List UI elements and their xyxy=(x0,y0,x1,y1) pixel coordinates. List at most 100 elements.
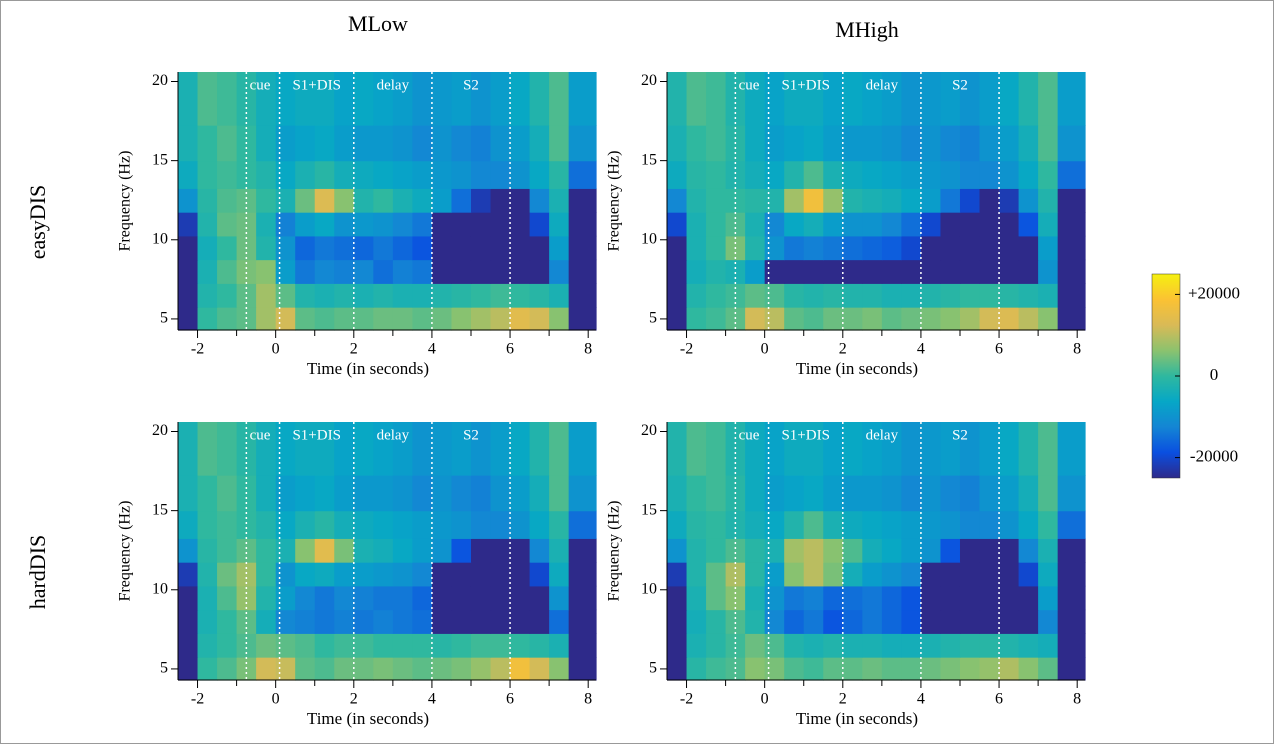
cell xyxy=(920,259,942,284)
cell xyxy=(197,585,218,611)
cell xyxy=(1018,125,1039,162)
cell xyxy=(568,259,597,284)
cell xyxy=(764,633,785,658)
cell xyxy=(999,125,1020,162)
cell xyxy=(178,510,199,539)
cell xyxy=(901,475,922,512)
cell xyxy=(275,657,296,681)
cell xyxy=(392,212,413,237)
cell xyxy=(1038,609,1059,634)
cell xyxy=(803,212,824,237)
cell xyxy=(764,125,785,162)
colorbar-tick-label: 0 xyxy=(1210,365,1219,384)
cell xyxy=(412,125,433,162)
cell xyxy=(881,510,902,539)
cell xyxy=(373,422,394,476)
cell xyxy=(706,422,727,476)
cell xyxy=(1038,235,1059,261)
cell xyxy=(979,633,1000,658)
cell xyxy=(217,475,238,512)
cell xyxy=(1018,562,1039,587)
cell xyxy=(842,283,863,308)
cell xyxy=(470,160,492,189)
cell xyxy=(862,585,883,611)
cell xyxy=(510,510,531,539)
cell xyxy=(236,538,257,563)
cell xyxy=(470,510,492,539)
cell xyxy=(920,307,942,331)
cell xyxy=(979,538,1000,563)
cell xyxy=(256,585,277,611)
cell xyxy=(178,585,199,611)
cell xyxy=(236,188,257,213)
cell xyxy=(470,475,492,512)
cell xyxy=(1018,538,1039,563)
cell xyxy=(1057,160,1086,189)
cell xyxy=(725,562,746,587)
annotation: S1+DIS xyxy=(292,77,340,93)
cell xyxy=(862,188,883,213)
cell xyxy=(295,510,316,539)
cell xyxy=(353,562,374,587)
cell xyxy=(862,633,883,658)
cell xyxy=(881,657,902,681)
cell xyxy=(295,609,316,634)
cell xyxy=(920,633,942,658)
cell xyxy=(275,609,296,634)
cell xyxy=(490,188,511,213)
x-tick-label: 2 xyxy=(839,341,847,358)
cell xyxy=(275,72,296,126)
cell xyxy=(940,307,961,331)
cell xyxy=(1018,510,1039,539)
y-tick-label: 20 xyxy=(152,72,168,89)
cell xyxy=(412,609,433,634)
cell xyxy=(314,633,335,658)
heatmap xyxy=(667,422,1086,681)
cell xyxy=(334,538,355,563)
cell xyxy=(549,160,570,189)
cell xyxy=(784,259,805,284)
cell xyxy=(236,283,257,308)
cell xyxy=(470,422,492,476)
cell xyxy=(217,125,238,162)
cell xyxy=(959,307,981,331)
y-tick-label: 5 xyxy=(649,660,657,677)
cell xyxy=(431,283,453,308)
cell xyxy=(549,72,570,126)
cell xyxy=(686,72,707,126)
cell xyxy=(959,212,981,237)
cell xyxy=(1018,235,1039,261)
cell xyxy=(725,212,746,237)
annotation: S1+DIS xyxy=(292,427,340,443)
cell xyxy=(373,212,394,237)
cell xyxy=(1038,657,1059,681)
cell xyxy=(959,609,981,634)
y-axis-label: Frequency (Hz) xyxy=(606,151,623,252)
y-tick-label: 5 xyxy=(649,310,657,327)
cell xyxy=(568,125,597,162)
cell xyxy=(667,657,688,681)
cell xyxy=(881,307,902,331)
cell xyxy=(881,72,902,126)
cell xyxy=(470,657,492,681)
cell xyxy=(314,422,335,476)
cell xyxy=(314,475,335,512)
cell xyxy=(745,125,766,162)
cell xyxy=(470,538,492,563)
row-title: hardDIS xyxy=(25,535,50,610)
cell xyxy=(451,188,472,213)
cell xyxy=(549,562,570,587)
cell xyxy=(764,422,785,476)
cell xyxy=(764,72,785,126)
cell xyxy=(901,259,922,284)
cell xyxy=(686,235,707,261)
cell xyxy=(959,160,981,189)
cell xyxy=(295,475,316,512)
cell xyxy=(1038,422,1059,476)
cell xyxy=(256,657,277,681)
cell xyxy=(842,160,863,189)
cell xyxy=(667,212,688,237)
cell xyxy=(529,510,550,539)
annotation: delay xyxy=(377,427,410,443)
cell xyxy=(510,125,531,162)
